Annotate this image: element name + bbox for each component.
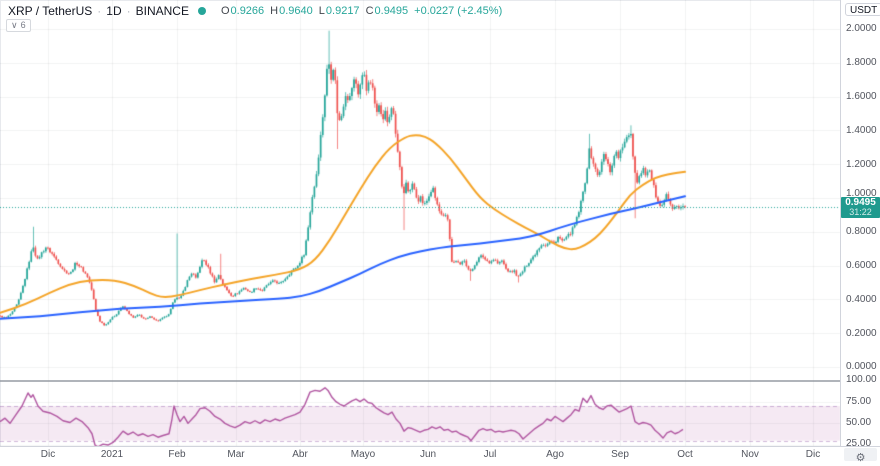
time-axis-label: Mayo	[350, 449, 376, 460]
pane-divider[interactable]	[0, 380, 880, 382]
price-axis-label: 1.6000	[846, 91, 877, 102]
time-axis-label: Sep	[611, 449, 629, 460]
time-axis-label: Mar	[227, 449, 245, 460]
low-label: L	[318, 5, 325, 17]
market-status-dot-icon	[197, 7, 206, 15]
rsi-axis-label: 100.00	[846, 374, 877, 385]
ohlc-readout: O 0.9266 H 0.9640 L 0.9217 C 0.9495 +0.0227 …	[215, 5, 502, 17]
change-value: +0.0227 (+2.45%)	[414, 5, 503, 17]
time-axis-label: Dic	[805, 449, 821, 460]
time-axis[interactable]: Dic 2021 Feb Mar Abr Mayo Jun Jul Ago Se…	[0, 446, 880, 464]
price-axis-label: 0.2000	[846, 328, 877, 339]
high-label: H	[270, 5, 279, 17]
hidden-indicator-count: 6	[20, 20, 26, 30]
price-axis[interactable]: USDT 2.0000 1.8000 1.6000 1.4000 1.2000 …	[840, 0, 880, 449]
price-axis-label: 1.0000	[846, 188, 877, 199]
price-axis-label: 0.0000	[846, 361, 877, 372]
price-axis-label: 1.4000	[846, 125, 877, 136]
time-axis-label: Abr	[292, 449, 308, 460]
currency-toggle-button[interactable]: USDT	[845, 3, 880, 16]
open-value: 0.9266	[230, 5, 265, 17]
time-axis-label: Ago	[546, 449, 564, 460]
time-axis-settings-button[interactable]: ⚙	[844, 448, 877, 464]
legend-separator: ·	[126, 4, 131, 18]
price-axis-label: 1.8000	[846, 57, 877, 68]
gear-icon: ⚙	[855, 452, 866, 464]
bar-countdown: 31:22	[849, 207, 872, 217]
price-axis-label: 1.2000	[846, 159, 877, 170]
legend-separator: ·	[97, 4, 102, 18]
rsi-axis-label: 50.00	[846, 417, 872, 428]
time-axis-label: Nov	[741, 449, 759, 460]
last-price-badge[interactable]: 0.9495 31:22	[841, 197, 880, 218]
time-axis-label: Jul	[483, 449, 497, 460]
rsi-axis-label: 25.00	[846, 438, 872, 449]
price-axis-label: 0.4000	[846, 294, 877, 305]
chevron-down-icon: ∨	[11, 20, 18, 30]
exchange-label: BINANCE	[135, 4, 189, 18]
time-axis-label: Dic	[40, 449, 56, 460]
open-label: O	[220, 5, 230, 17]
close-label: C	[365, 5, 374, 17]
last-price-value: 0.9495	[845, 197, 876, 208]
interval-label: 1D	[106, 4, 122, 18]
time-axis-label: 2021	[100, 449, 124, 460]
low-value: 0.9217	[325, 5, 360, 17]
time-axis-label: Oct	[677, 449, 693, 460]
price-axis-label: 0.8000	[846, 226, 877, 237]
rsi-axis-label: 75.00	[846, 396, 872, 407]
time-axis-label: Jun	[419, 449, 437, 460]
time-axis-label: Feb	[168, 449, 186, 460]
price-axis-label: 0.6000	[846, 260, 877, 271]
high-value: 0.9640	[279, 5, 313, 17]
indicators-collapse-button[interactable]: ∨ 6	[6, 19, 31, 32]
close-value: 0.9495	[374, 5, 409, 17]
symbol-name: XRP / TetherUS	[8, 4, 93, 18]
price-axis-label: 2.0000	[846, 23, 877, 34]
